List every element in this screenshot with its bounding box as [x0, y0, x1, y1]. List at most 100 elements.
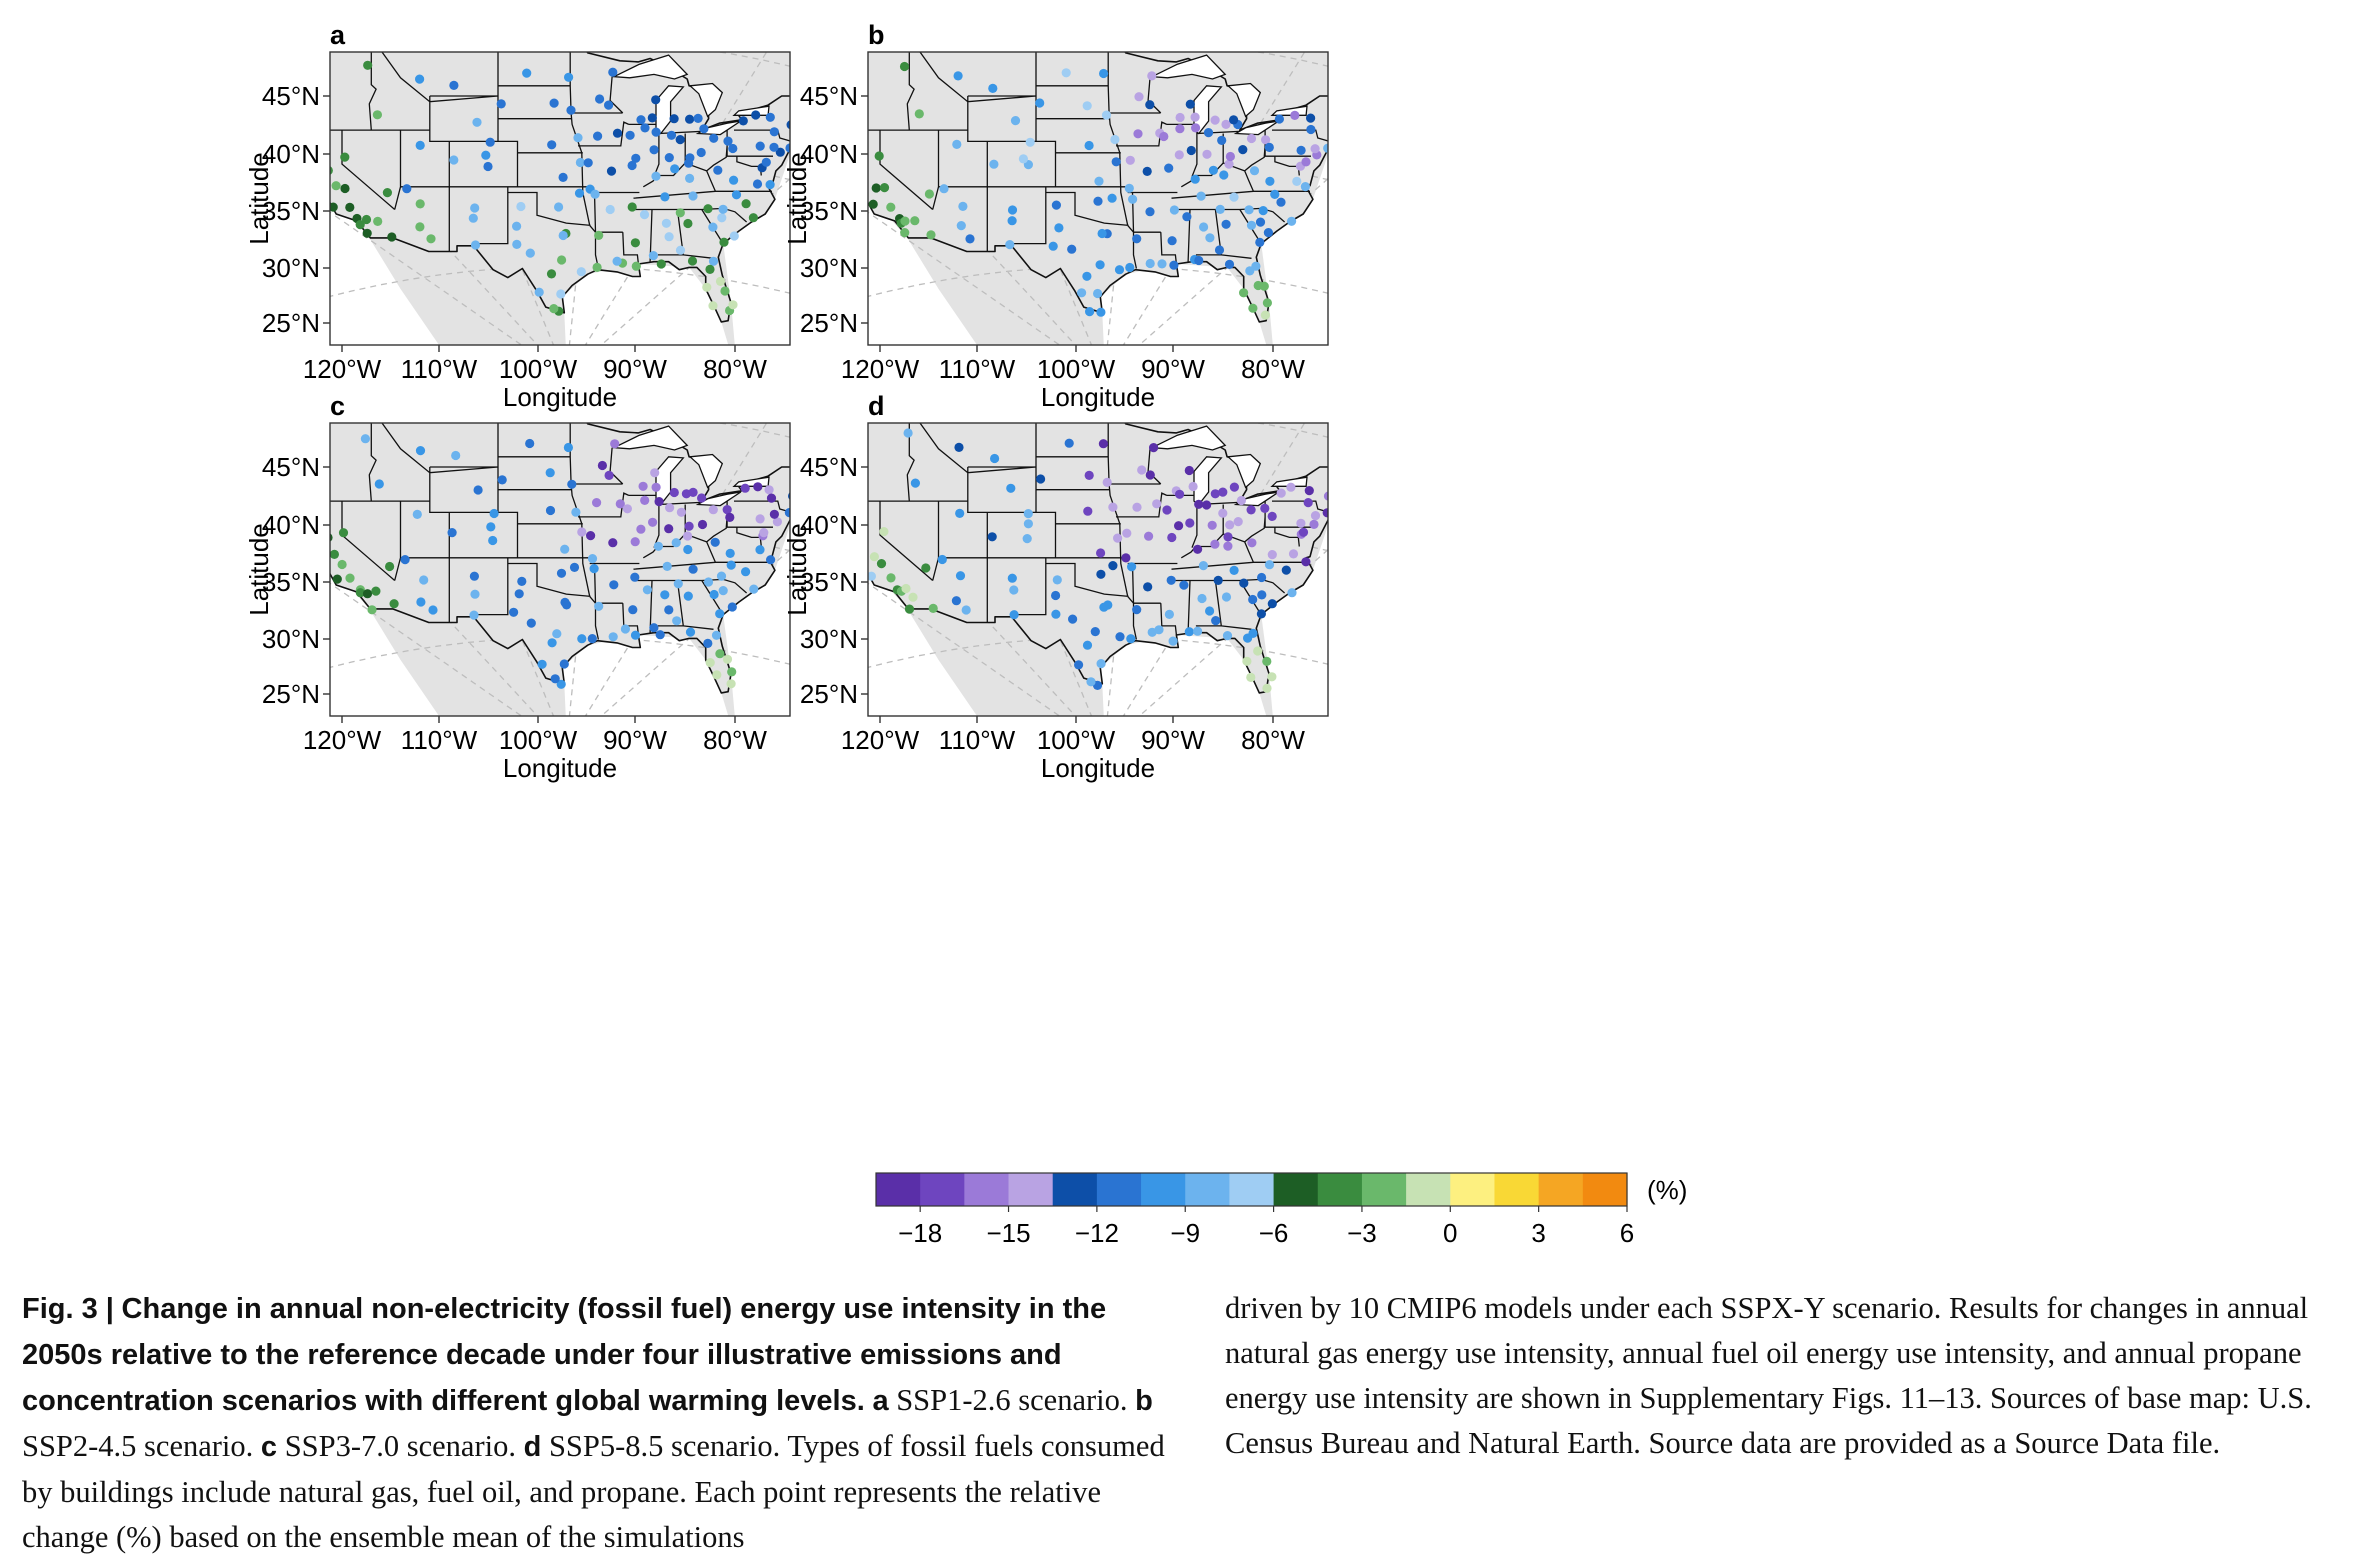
city-point: [791, 505, 800, 514]
colorbar-swatch: [1008, 1173, 1054, 1206]
city-point: [1125, 155, 1135, 165]
city-point: [1007, 205, 1018, 215]
city-point: [1174, 521, 1184, 531]
colorbar-swatch: [1185, 1173, 1231, 1206]
x-tick-label: 110°W: [939, 725, 1016, 755]
city-point: [1127, 562, 1137, 572]
city-point: [1098, 439, 1108, 449]
city-point: [549, 304, 559, 314]
gulf-of-mexico: [562, 264, 729, 345]
city-point: [1132, 234, 1142, 244]
city-point: [642, 585, 652, 595]
city-point: [559, 659, 569, 669]
city-point: [534, 287, 544, 297]
city-point: [470, 240, 481, 250]
city-point: [1264, 142, 1274, 152]
city-point: [703, 577, 714, 587]
city-point: [481, 150, 491, 160]
city-point: [345, 573, 355, 583]
city-point: [1169, 260, 1179, 270]
city-point: [1347, 131, 1356, 140]
city-point: [1010, 116, 1021, 126]
city-point: [567, 479, 577, 489]
city-point: [703, 204, 713, 214]
city-point: [874, 151, 884, 161]
city-point: [769, 127, 779, 137]
city-point: [497, 475, 507, 485]
city-point: [651, 482, 661, 492]
city-point: [628, 605, 638, 615]
caption-text-d: SSP5-8.5 scenario.: [548, 1429, 781, 1463]
city-point: [1236, 495, 1246, 506]
city-point: [1329, 98, 1338, 107]
city-point: [1263, 228, 1273, 238]
colorbar-tick-label: −9: [1170, 1218, 1200, 1248]
city-point: [1256, 609, 1266, 619]
city-point: [1253, 646, 1263, 656]
city-point: [587, 634, 597, 644]
city-point: [1262, 683, 1272, 693]
gulf-of-maine: [1328, 388, 1426, 484]
figure: a 120°W 110°W 100°W 90°W 80°W 45°N 40°N 35°N 30°N…: [244, 20, 1687, 1248]
panel-label: a: [330, 20, 346, 50]
city-point: [1175, 112, 1185, 123]
y-tick-label: 25°N: [262, 679, 320, 709]
city-point: [1074, 660, 1084, 670]
city-point: [627, 160, 637, 171]
city-point: [400, 555, 410, 565]
city-point: [662, 561, 672, 571]
city-point: [859, 167, 868, 176]
city-point: [868, 199, 878, 209]
city-point: [755, 545, 765, 555]
city-point: [1184, 465, 1194, 476]
city-point: [1162, 505, 1172, 515]
city-point: [1083, 506, 1093, 516]
city-point: [1257, 572, 1267, 583]
city-point: [775, 147, 785, 157]
city-point: [387, 232, 397, 242]
city-point: [1310, 144, 1320, 154]
city-point: [620, 624, 630, 634]
city-point: [886, 573, 896, 583]
city-point: [1262, 656, 1272, 666]
city-point: [1191, 123, 1201, 133]
city-point: [547, 638, 557, 648]
city-point: [556, 679, 566, 689]
city-point: [1351, 496, 1360, 505]
colorbar-tick-label: −15: [986, 1218, 1030, 1248]
city-point: [560, 544, 570, 554]
city-point: [330, 549, 339, 559]
x-tick-label: 100°W: [499, 725, 578, 755]
city-point: [858, 534, 867, 543]
x-axis-label: Longitude: [1041, 753, 1155, 783]
great-lake-1: [611, 425, 689, 451]
city-point: [669, 114, 679, 124]
panel-frame: [867, 422, 1329, 717]
city-point: [708, 505, 718, 515]
city-point: [812, 495, 821, 504]
city-point: [1064, 438, 1074, 448]
city-point: [955, 508, 965, 518]
city-point: [1009, 610, 1019, 620]
city-point: [1099, 602, 1109, 612]
city-point: [1095, 260, 1105, 270]
city-point: [345, 202, 355, 212]
city-point: [651, 95, 661, 105]
city-point: [1143, 582, 1153, 592]
y-tick-label: 45°N: [800, 452, 858, 482]
city-point: [879, 527, 889, 537]
panel-label: d: [868, 391, 885, 421]
city-point: [1101, 110, 1112, 120]
colorbar-swatch: [1361, 1173, 1407, 1206]
city-point: [639, 210, 650, 220]
city-point: [509, 607, 519, 617]
city-point: [1267, 599, 1277, 609]
city-point: [1346, 487, 1355, 496]
x-axis-label: Longitude: [1041, 382, 1155, 412]
city-point: [1108, 502, 1118, 512]
city-point: [314, 60, 323, 69]
city-point: [814, 499, 823, 508]
city-point: [715, 609, 725, 619]
city-point: [660, 192, 670, 202]
city-point: [640, 123, 650, 133]
